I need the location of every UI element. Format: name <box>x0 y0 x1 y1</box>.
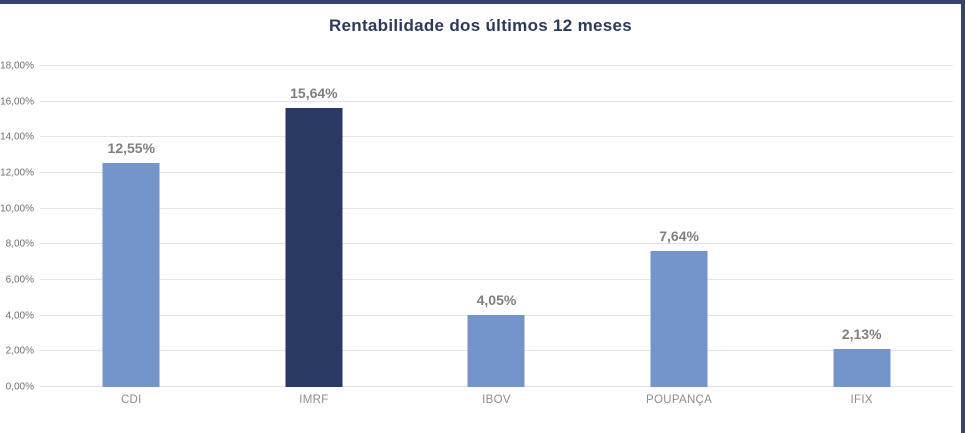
value-label-IFIX: 2,13% <box>841 326 882 343</box>
x-tick-label-POUPANÇA: POUPANÇA <box>646 394 713 406</box>
bar-slot-POUPANÇA: 7,64% <box>588 66 771 387</box>
y-tick-label: 2,00% <box>5 345 34 357</box>
x-tick-label-IMRF: IMRF <box>299 394 329 406</box>
gridline <box>40 172 953 173</box>
y-tick-label: 6,00% <box>5 274 34 286</box>
x-tick-label-IBOV: IBOV <box>482 394 511 406</box>
value-label-IMRF: 15,64% <box>290 85 338 102</box>
y-tick-label: 16,00% <box>0 96 34 108</box>
y-tick-label: 14,00% <box>0 131 34 143</box>
chart-title: Rentabilidade dos últimos 12 meses <box>328 16 633 35</box>
bar-slot-IBOV: 4,05% <box>405 66 588 387</box>
x-tick-label-CDI: CDI <box>120 394 142 406</box>
value-label-POUPANÇA: 7,64% <box>659 227 699 244</box>
bar-CDI <box>102 163 160 387</box>
bar-slot-IMRF: 15,64% <box>223 66 406 387</box>
y-tick-label: 10,00% <box>0 203 34 215</box>
gridline <box>40 207 953 209</box>
gridline <box>40 100 953 102</box>
gridline <box>40 136 953 138</box>
x-tick-label-IFIX: IFIX <box>850 394 873 406</box>
x-axis: CDI IMRF IBOV POUPANÇA IFIX <box>40 394 953 414</box>
bar-IMRF <box>285 108 343 387</box>
gridline <box>40 279 953 280</box>
bar-slot-IFIX: 2,13% <box>770 66 953 387</box>
bar-POUPANÇA <box>650 250 708 387</box>
bar-slot-CDI: 12,55% <box>40 66 223 387</box>
bar-IFIX <box>833 349 891 387</box>
plot-area: 12,55% 15,64% 4,05% 7,64% 2,13% <box>40 65 953 387</box>
y-tick-label: 4,00% <box>5 310 34 322</box>
y-tick-label: 0,00% <box>5 381 34 393</box>
y-tick-label: 8,00% <box>5 238 34 250</box>
gridline <box>40 243 953 245</box>
value-label-IBOV: 4,05% <box>476 291 517 308</box>
y-tick-label: 18,00% <box>0 60 34 72</box>
gridline <box>40 65 953 66</box>
y-axis: 0,00% 2,00% 4,00% 6,00% 8,00% 10,00% 12,00% 14,… <box>0 61 34 393</box>
y-tick-label: 12,00% <box>0 167 34 179</box>
value-label-CDI: 12,55% <box>107 140 156 157</box>
bar-IBOV <box>467 314 525 387</box>
